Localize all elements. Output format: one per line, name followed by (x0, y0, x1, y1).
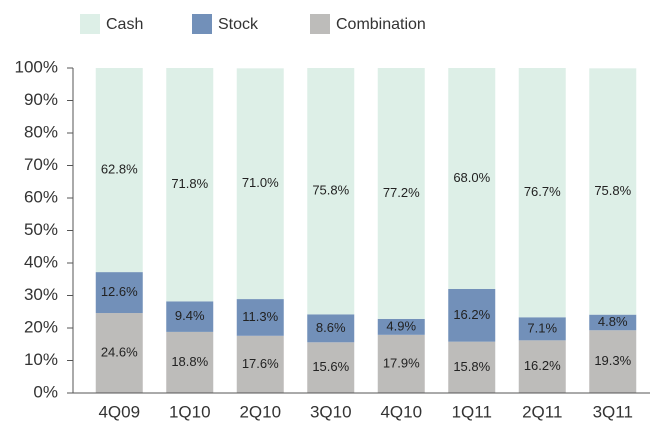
bar-segment (448, 289, 496, 342)
y-tick-label: 90% (24, 90, 58, 109)
bar-segment (377, 318, 425, 335)
x-tick-label: 2Q11 (522, 402, 562, 421)
bar-segment (236, 335, 284, 393)
x-tick-label: 1Q10 (169, 402, 211, 421)
x-tick-label: 3Q11 (593, 402, 633, 421)
value-label: 71.8% (171, 176, 208, 191)
value-label: 15.8% (453, 359, 490, 374)
legend-label: Stock (218, 16, 259, 33)
bar-segment (166, 331, 214, 393)
bar-segment (589, 330, 637, 393)
value-label: 75.8% (312, 183, 349, 198)
legend-swatch (80, 14, 100, 34)
bar-segment (95, 68, 143, 273)
value-label: 62.8% (101, 161, 138, 176)
bar-segment (95, 313, 143, 393)
value-label: 77.2% (383, 185, 420, 200)
value-label: 8.6% (316, 320, 346, 335)
bar-segment (166, 301, 214, 332)
bar-segment (589, 68, 637, 315)
value-label: 17.9% (383, 355, 420, 370)
value-label: 19.3% (594, 353, 631, 368)
value-label: 11.3% (242, 309, 278, 324)
bar-segment (307, 68, 355, 315)
x-tick-label: 4Q09 (98, 402, 140, 421)
value-label: 16.2% (453, 307, 490, 322)
value-label: 9.4% (175, 308, 205, 323)
legend-label: Cash (106, 16, 143, 33)
y-tick-label: 0% (33, 382, 58, 401)
value-label: 24.6% (101, 344, 138, 359)
legend-label: Combination (336, 16, 426, 33)
value-label: 75.8% (594, 183, 631, 198)
bar-segment (448, 68, 496, 289)
value-label: 7.1% (527, 320, 557, 335)
y-tick-label: 20% (24, 317, 58, 336)
y-tick-label: 40% (24, 252, 58, 271)
value-label: 4.9% (386, 318, 416, 333)
y-tick-label: 60% (24, 187, 58, 206)
x-tick-label: 3Q10 (310, 402, 352, 421)
bar-segment (307, 342, 355, 393)
y-tick-label: 80% (24, 122, 58, 141)
bar-segment (589, 314, 637, 331)
x-tick-label: 1Q11 (452, 402, 492, 421)
y-tick-label: 70% (24, 155, 58, 174)
y-tick-label: 50% (24, 220, 58, 239)
value-label: 17.6% (242, 356, 279, 371)
bar-segment (448, 341, 496, 393)
bar-segment (236, 299, 284, 336)
bar-segment (377, 68, 425, 319)
bar-segment (166, 68, 214, 302)
bar-segment (377, 334, 425, 393)
bar-segment (95, 272, 143, 314)
bar-segment (518, 340, 566, 393)
value-label: 15.6% (312, 359, 349, 374)
value-label: 76.7% (524, 184, 561, 199)
bar-segment (518, 317, 566, 341)
bar-segment (236, 68, 284, 300)
value-label: 71.0% (242, 175, 279, 190)
y-tick-label: 30% (24, 285, 58, 304)
x-tick-label: 4Q10 (380, 402, 422, 421)
legend-swatch (192, 14, 212, 34)
value-label: 18.8% (171, 354, 208, 369)
x-tick-label: 2Q10 (239, 402, 281, 421)
legend-swatch (310, 14, 330, 34)
y-tick-label: 100% (15, 57, 58, 76)
bar-segment (307, 314, 355, 343)
value-label: 68.0% (453, 170, 490, 185)
value-label: 4.8% (598, 314, 628, 329)
y-tick-label: 10% (24, 350, 58, 369)
bar-segment (518, 68, 566, 318)
value-label: 16.2% (524, 358, 561, 373)
value-label: 12.6% (101, 284, 138, 299)
